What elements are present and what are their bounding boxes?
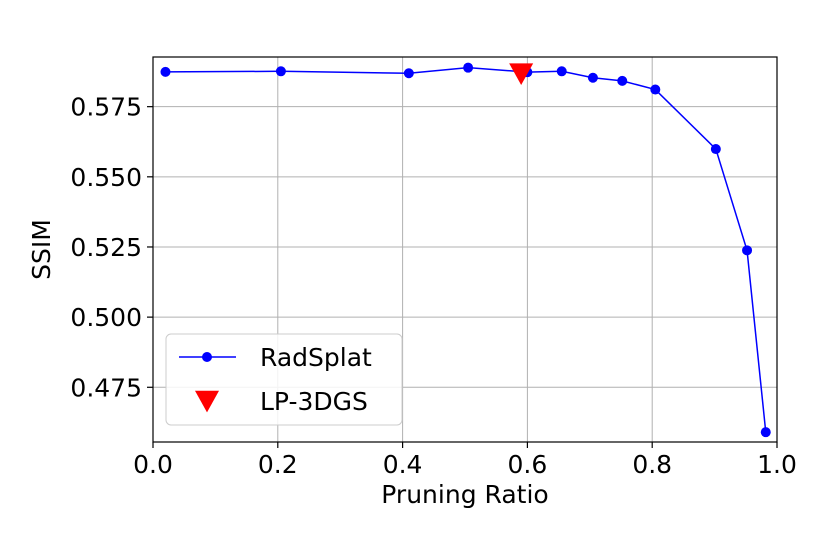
x-tick-label: 0.2	[258, 450, 298, 479]
legend-marker-lp-3dgs	[195, 390, 219, 413]
x-tick-label: 1.0	[757, 450, 797, 479]
legend-marker-radsplat	[202, 352, 212, 362]
data-point	[742, 245, 753, 256]
data-point	[556, 66, 567, 77]
data-point	[509, 63, 534, 85]
x-axis-label: Pruning Ratio	[381, 480, 548, 509]
series-line	[165, 66, 767, 433]
data-point	[760, 427, 771, 438]
data-point	[463, 62, 474, 73]
y-tick-label: 0.550	[70, 163, 142, 192]
y-tick-label: 0.475	[70, 373, 142, 402]
data-point	[160, 66, 171, 77]
x-tick-label: 0.6	[508, 450, 548, 479]
y-tick-label: 0.575	[70, 93, 142, 122]
data-point	[617, 75, 628, 86]
x-tick-label: 0.8	[632, 450, 672, 479]
y-tick-label: 0.500	[70, 303, 142, 332]
series-layer	[160, 62, 771, 438]
y-tick-label: 0.525	[70, 233, 142, 262]
legend: RadSplat LP-3DGS	[165, 333, 403, 426]
data-point	[275, 66, 286, 77]
data-point	[587, 72, 598, 83]
plot-frame	[152, 56, 778, 443]
ticks: 0.0 0.2 0.4 0.6 0.8 1.0 0.475 0.500 0.525 0.550 0.…	[70, 93, 796, 479]
x-tick-label: 0.0	[133, 450, 173, 479]
legend-label-radsplat: RadSplat	[260, 343, 372, 372]
y-axis-label: SSIM	[27, 219, 56, 280]
data-point	[650, 84, 661, 95]
legend-label-lp-3dgs: LP-3DGS	[260, 387, 368, 416]
data-point	[403, 68, 414, 79]
series-radsplat	[160, 62, 771, 438]
series-lp-3dgs	[509, 63, 534, 85]
x-tick-label: 0.4	[383, 450, 423, 479]
data-point	[710, 144, 721, 155]
